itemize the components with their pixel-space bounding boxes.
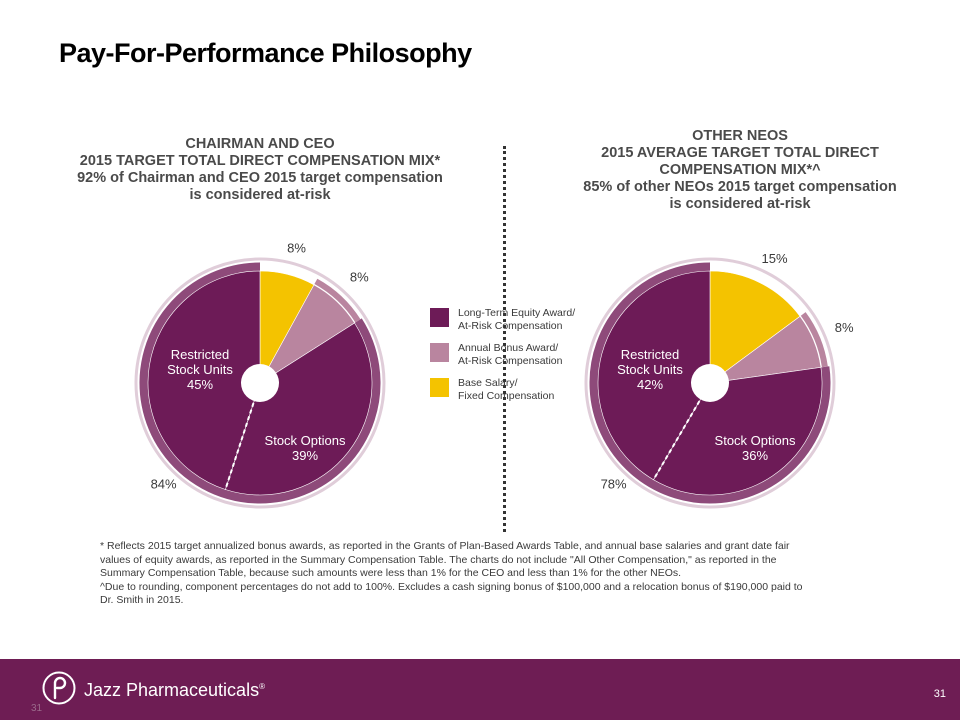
at-risk-pct-label: 78% — [601, 476, 627, 491]
annual-bonus-pct-label: 8% — [350, 269, 369, 284]
page-number: 31 — [933, 688, 946, 700]
right-heading-line: is considered at-risk — [669, 196, 811, 212]
at-risk-arc — [589, 262, 831, 504]
legend-swatch-long-term — [430, 308, 449, 327]
annual-bonus-pct-label: 8% — [835, 320, 854, 335]
rsu-label: Stock Units — [617, 362, 683, 377]
legend-swatch-base-salary — [430, 378, 449, 397]
slice-divider — [224, 382, 261, 490]
pie-center-hole — [691, 364, 729, 402]
pie-center-hole — [241, 364, 279, 402]
right-heading-line: OTHER NEOS — [692, 128, 788, 144]
at-risk-arc — [139, 262, 381, 504]
bonus-arc — [800, 312, 828, 368]
brand-text: Jazz Pharmaceuticals — [84, 680, 260, 700]
slice-restricted-stock-units — [147, 270, 261, 490]
footer-bar: Jazz Pharmaceuticals® 31 31 — [0, 659, 960, 720]
footnote-line: Dr. Smith in 2015. — [100, 594, 184, 606]
legend-label: At-Risk Compensation — [458, 355, 563, 367]
rsu-label: 45% — [187, 377, 213, 392]
stock-options-label: Stock Options — [715, 433, 796, 448]
rsu-label: Restricted — [171, 347, 230, 362]
slice-base-salary — [709, 270, 801, 384]
slice-stock-options — [225, 322, 373, 496]
legend-label: Base Salary/ — [458, 377, 518, 389]
slice-stock-options — [653, 367, 823, 496]
legend-label: At-Risk Compensation — [458, 320, 563, 332]
stock-options-label: 36% — [742, 448, 768, 463]
slice-restricted-stock-units — [597, 270, 711, 481]
legend-label: Annual Bonus Award/ — [458, 342, 559, 354]
chart-legend: Long-Term Equity Award/ At-Risk Compensa… — [430, 307, 575, 412]
footnote-line: values of equity awards, as reported in … — [100, 553, 777, 566]
left-heading-line: 2015 TARGET TOTAL DIRECT COMPENSATION MI… — [79, 153, 441, 169]
ghost-page-number: 31 — [31, 703, 43, 714]
footnote-line: * Reflects 2015 target annualized bonus … — [100, 540, 790, 552]
legend-item-long-term: Long-Term Equity Award/ At-Risk Compensa… — [430, 307, 575, 333]
left-heading-line: is considered at-risk — [189, 187, 331, 203]
legend-swatch-annual-bonus — [430, 343, 449, 362]
legend-item-annual-bonus: Annual Bonus Award/ At-Risk Compensation — [430, 342, 575, 368]
rsu-label: 42% — [637, 377, 663, 392]
legend-label: Long-Term Equity Award/ — [458, 307, 576, 319]
left-chart-heading: CHAIRMAN AND CEO 2015 TARGET TOTAL DIREC… — [40, 136, 480, 204]
at-risk-pct-label: 84% — [151, 476, 177, 491]
slide-title: Pay-For-Performance Philosophy — [59, 38, 472, 68]
chart-divider — [503, 146, 506, 532]
footnote-line: ^Due to rounding, component percentages … — [100, 580, 803, 593]
outer-ring — [584, 257, 836, 509]
right-heading-line: 85% of other NEOs 2015 target compensati… — [583, 179, 897, 195]
outer-ring — [134, 257, 386, 509]
legend-item-base-salary: Base Salary/ Fixed Compensation — [430, 377, 575, 403]
base-salary-pct-label: 8% — [287, 240, 306, 255]
brand-name: Jazz Pharmaceuticals® — [84, 680, 265, 701]
right-chart-heading: OTHER NEOS 2015 AVERAGE TARGET TOTAL DIR… — [520, 128, 960, 213]
rsu-label: Stock Units — [167, 362, 233, 377]
right-heading-line: COMPENSATION MIX*^ — [659, 162, 821, 178]
stock-options-label: 39% — [292, 448, 318, 463]
left-heading-line: 92% of Chairman and CEO 2015 target comp… — [77, 170, 443, 186]
jazz-logo-icon — [42, 671, 76, 705]
slice-divider — [652, 382, 711, 481]
stock-options-label: Stock Options — [265, 433, 346, 448]
footnote-line: Summary Compensation Table, because such… — [100, 567, 682, 579]
trademark-mark: ® — [259, 682, 265, 691]
base-salary-pct-label: 15% — [762, 251, 788, 266]
footnote: * Reflects 2015 target annualized bonus … — [100, 540, 870, 608]
right-heading-line: 2015 AVERAGE TARGET TOTAL DIRECT — [601, 145, 879, 161]
rsu-label: Restricted — [621, 347, 680, 362]
legend-label: Fixed Compensation — [458, 390, 555, 402]
left-heading-line: CHAIRMAN AND CEO — [185, 136, 335, 152]
bonus-arc — [314, 278, 361, 323]
